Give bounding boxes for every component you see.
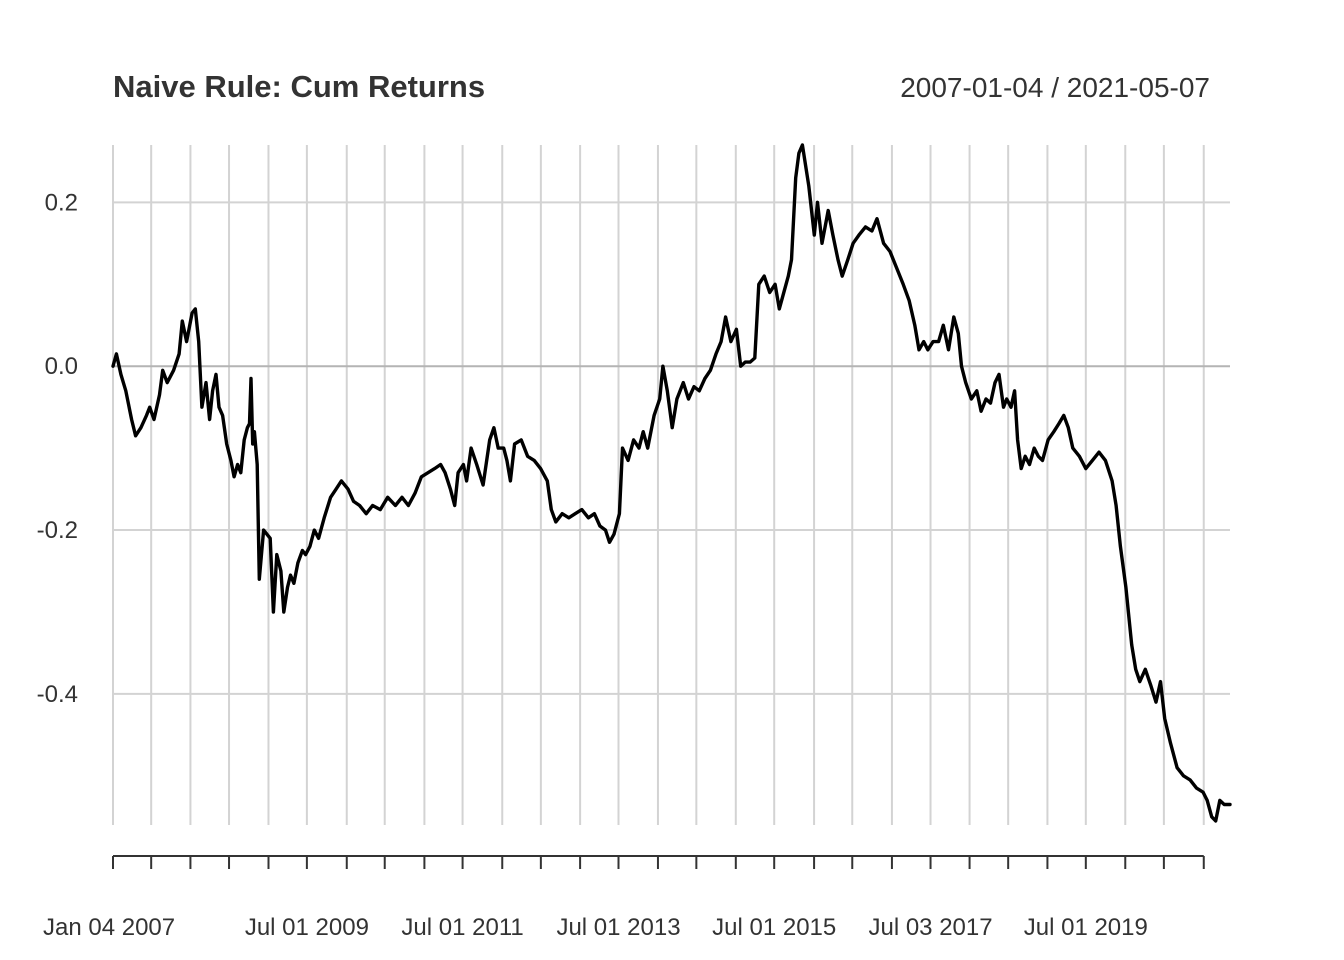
y-tick-label: -0.2 [37, 517, 78, 544]
x-tick-label: Jul 01 2013 [556, 914, 680, 941]
x-tick-label: Jul 01 2009 [245, 914, 369, 941]
series-line-cum-returns [111, 143, 1232, 823]
y-tick-label: -0.4 [37, 681, 78, 708]
grid [112, 145, 1230, 825]
y-axis-labels: 0.2 0.0 -0.2 -0.4 [37, 189, 78, 708]
x-tick-label: Jul 01 2019 [1024, 914, 1148, 941]
x-tick-label: Jul 01 2011 [401, 914, 523, 941]
x-tick-label: Jan 04 2007 [43, 914, 175, 941]
chart-title: Naive Rule: Cum Returns [113, 69, 485, 104]
date-range-label: 2007-01-04 / 2021-05-07 [900, 72, 1210, 103]
x-axis: Jan 04 2007 Jul 01 2009 Jul 01 2011 Jul 01 … [43, 855, 1205, 941]
series-layer [111, 143, 1232, 823]
x-tick-label: Jul 01 2015 [712, 914, 836, 941]
x-tick-label: Jul 03 2017 [868, 914, 992, 941]
y-tick-label: 0.2 [45, 189, 78, 216]
y-tick-label: 0.0 [45, 353, 78, 380]
